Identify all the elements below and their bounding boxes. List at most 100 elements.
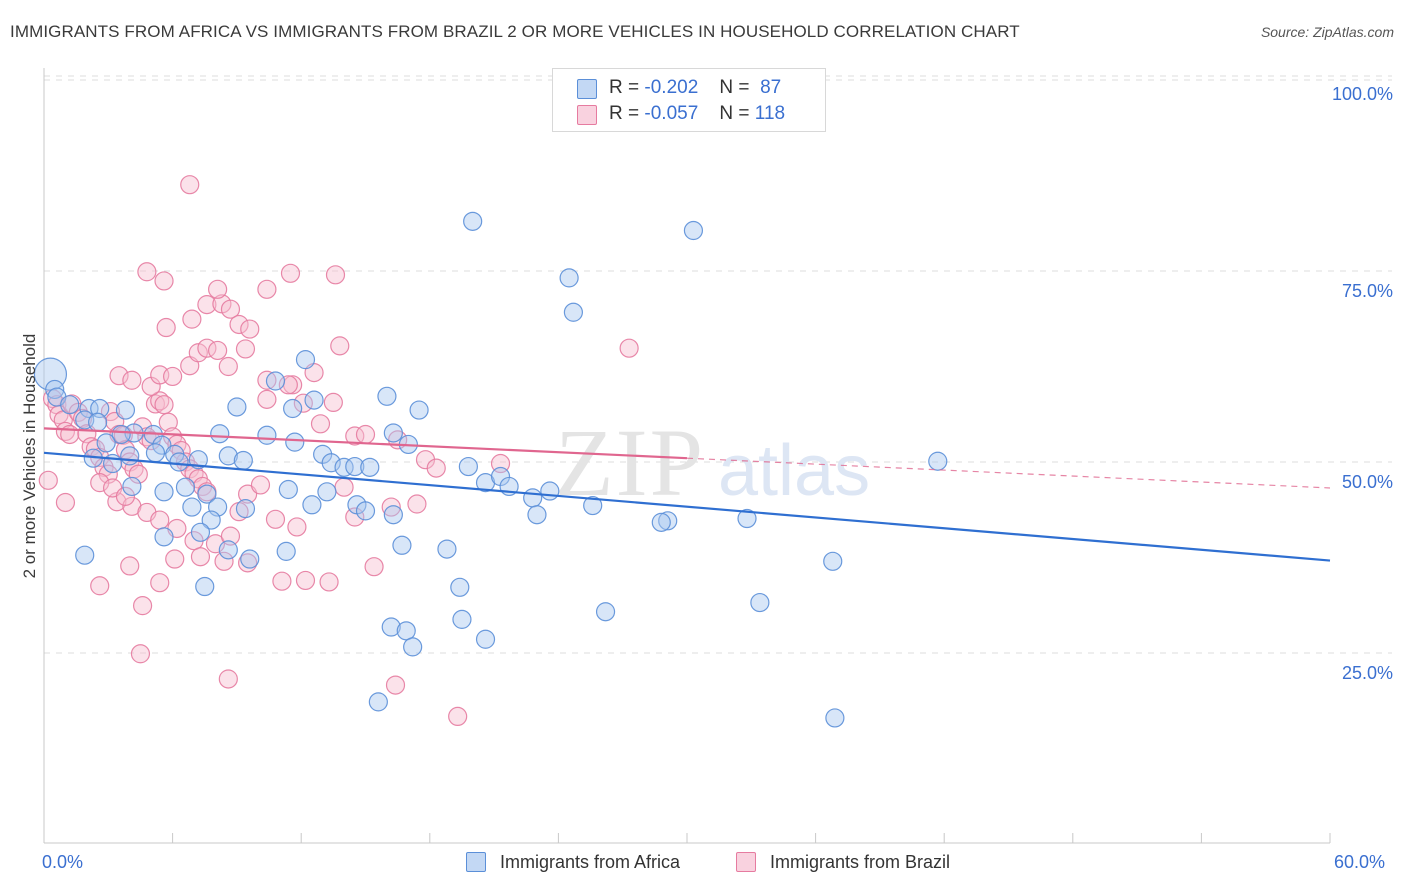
africa-point (111, 424, 131, 445)
africa-point (383, 505, 403, 525)
trend-line-africa (43, 451, 1331, 562)
brazil-point (218, 669, 238, 689)
africa-point (197, 484, 217, 504)
africa-point (218, 446, 238, 466)
brazil-point (257, 389, 277, 409)
axes (43, 68, 1331, 844)
brazil-point (310, 414, 331, 434)
africa-point (321, 453, 341, 473)
brazil-point (132, 596, 153, 616)
africa-point (87, 412, 108, 432)
africa-point (154, 527, 174, 547)
chart-title: IMMIGRANTS FROM AFRICA VS IMMIGRANTS FRO… (10, 22, 1020, 41)
africa-point (683, 220, 704, 241)
africa-point (450, 577, 470, 597)
brazil-point (128, 464, 148, 484)
brazil-point (381, 497, 401, 517)
africa-point (392, 535, 412, 555)
brazil-point (334, 477, 354, 497)
legend-swatch-africa (577, 79, 597, 99)
africa-point (409, 400, 429, 420)
africa-point (190, 522, 211, 542)
brazil-point (330, 336, 350, 356)
brazil-point (364, 557, 384, 577)
africa-point (750, 592, 770, 613)
brazil-point (280, 263, 301, 283)
brazil-point (240, 319, 260, 339)
y-tick-label: 50.0% (1342, 472, 1393, 492)
brazil-point (137, 262, 157, 282)
brazil-point (154, 395, 174, 415)
africa-point (257, 425, 277, 445)
brazil-point (150, 510, 170, 530)
africa-point (96, 433, 116, 453)
africa-point (75, 545, 95, 565)
brazil-point (265, 509, 286, 529)
legend-n-value: 87 (760, 77, 782, 98)
x-tick-label-min: 0.0% (42, 852, 84, 872)
africa-point (458, 456, 478, 477)
africa-point (452, 609, 472, 629)
africa-point (595, 602, 616, 622)
brazil-point (278, 375, 298, 395)
brazil-point (293, 393, 313, 413)
brazil-point (208, 279, 228, 299)
africa-point (304, 390, 324, 410)
brazil-point (158, 412, 178, 432)
legend-r-label: R = (609, 77, 640, 98)
africa-point (302, 495, 322, 515)
brazil-point (180, 175, 200, 195)
africa-point (334, 457, 354, 477)
bottom-legend-label-brazil: Immigrants from Brazil (770, 852, 951, 872)
brazil-point (130, 644, 151, 664)
brazil-point (90, 576, 110, 596)
brazil-point (355, 424, 376, 445)
brazil-points (38, 175, 639, 727)
africa-point (175, 477, 196, 497)
africa-point (227, 397, 247, 417)
africa-point (188, 450, 208, 470)
brazil-point (490, 453, 511, 474)
brazil-point (272, 571, 292, 591)
africa-point (169, 452, 189, 472)
africa-point (523, 488, 543, 508)
africa-point (115, 400, 136, 420)
africa-point (45, 379, 65, 400)
brazil-point (426, 458, 446, 478)
bottom-legend-label-africa: Immigrants from Africa (500, 852, 681, 872)
y-tick-label: 75.0% (1342, 281, 1393, 301)
brazil-point (190, 547, 211, 567)
legend-r-label: R = (609, 103, 640, 124)
watermark-atlas: atlas (718, 431, 870, 511)
africa-points (33, 211, 948, 728)
africa-point (79, 398, 99, 419)
africa-point (345, 456, 365, 477)
brazil-point (345, 507, 365, 527)
brazil-point (55, 492, 76, 513)
africa-point (583, 495, 603, 516)
legend-n-label: N = (719, 77, 750, 98)
legend-swatch-brazil (577, 105, 597, 125)
legend: R = -0.202 N = 87 R = -0.057 N = 118 (552, 68, 826, 132)
africa-point (60, 395, 80, 415)
africa-point (182, 497, 202, 517)
brazil-point (122, 370, 142, 390)
africa-point (233, 450, 253, 471)
brazil-point (90, 473, 110, 493)
bottom-legend-swatch-brazil (736, 852, 756, 872)
y-tick-labels: 25.0% 50.0% 75.0% 100.0% (1332, 84, 1393, 683)
africa-point (381, 617, 401, 637)
trend-line-brazil (43, 427, 688, 460)
legend-n-label: N = (719, 103, 750, 124)
brazil-point (235, 339, 256, 359)
y-axis-label: 2 or more Vehicles in Household (20, 333, 39, 579)
africa-point (825, 708, 845, 728)
africa-point (285, 432, 305, 452)
brazil-point (220, 299, 241, 319)
brazil-point (163, 366, 183, 387)
africa-point (276, 541, 296, 561)
brazil-point (115, 486, 136, 506)
africa-point (210, 424, 230, 444)
africa-point (283, 398, 303, 419)
